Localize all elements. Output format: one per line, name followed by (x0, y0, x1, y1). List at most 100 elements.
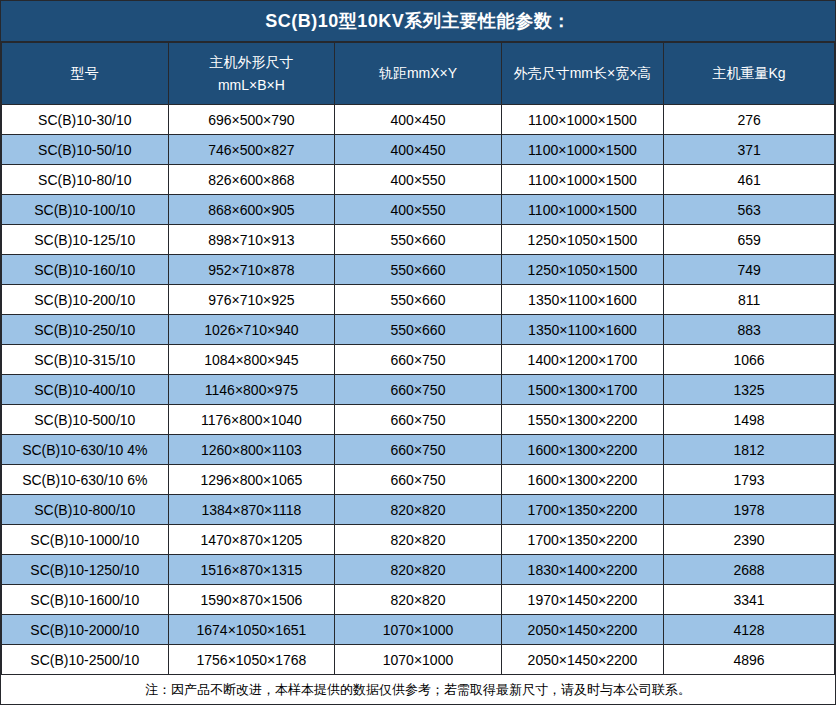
table-cell: 1250×1050×1500 (501, 225, 663, 255)
table-body: SC(B)10-30/10696×500×790400×4501100×1000… (2, 105, 835, 675)
table-row: SC(B)10-400/101146×800×975660×7501500×13… (2, 375, 835, 405)
table-cell: 2050×1450×2200 (501, 615, 663, 645)
table-cell: 3341 (664, 585, 835, 615)
table-cell: 820×820 (335, 525, 502, 555)
table-cell: 1674×1050×1651 (168, 615, 335, 645)
table-cell: 550×660 (335, 285, 502, 315)
table-cell: 696×500×790 (168, 105, 335, 135)
table-cell: 1793 (664, 465, 835, 495)
table-cell: 1700×1350×2200 (501, 525, 663, 555)
table-cell: 4896 (664, 645, 835, 675)
spec-sheet: SC(B)10型10KV系列主要性能参数： 型号 主机外形尺寸 mmL×B×H … (0, 0, 836, 705)
table-cell: 1812 (664, 435, 835, 465)
table-cell: 1250×1050×1500 (501, 255, 663, 285)
table-cell: SC(B)10-30/10 (2, 105, 169, 135)
table-cell: SC(B)10-2000/10 (2, 615, 169, 645)
column-header-rail-gauge: 轨距mmX×Y (335, 43, 502, 105)
table-cell: 1400×1200×1700 (501, 345, 663, 375)
table-row: SC(B)10-250/101026×710×940550×6601350×11… (2, 315, 835, 345)
table-cell: 1066 (664, 345, 835, 375)
table-cell: 1070×1000 (335, 615, 502, 645)
table-row: SC(B)10-50/10746×500×827400×4501100×1000… (2, 135, 835, 165)
table-cell: 659 (664, 225, 835, 255)
table-row: SC(B)10-1000/101470×870×1205820×8201700×… (2, 525, 835, 555)
table-row: SC(B)10-2000/101674×1050×16511070×100020… (2, 615, 835, 645)
table-cell: 826×600×868 (168, 165, 335, 195)
table-cell: 1498 (664, 405, 835, 435)
table-cell: 550×660 (335, 255, 502, 285)
table-cell: SC(B)10-160/10 (2, 255, 169, 285)
table-cell: 1146×800×975 (168, 375, 335, 405)
table-cell: SC(B)10-80/10 (2, 165, 169, 195)
table-row: SC(B)10-315/101084×800×945660×7501400×12… (2, 345, 835, 375)
table-cell: 1384×870×1118 (168, 495, 335, 525)
table-cell: 1100×1000×1500 (501, 135, 663, 165)
table-cell: 1100×1000×1500 (501, 165, 663, 195)
spec-table: 型号 主机外形尺寸 mmL×B×H 轨距mmX×Y 外壳尺寸mm长×宽×高 主机… (1, 42, 835, 675)
table-cell: SC(B)10-1250/10 (2, 555, 169, 585)
table-cell: SC(B)10-1000/10 (2, 525, 169, 555)
table-cell: 1260×800×1103 (168, 435, 335, 465)
table-cell: 1026×710×940 (168, 315, 335, 345)
table-row: SC(B)10-30/10696×500×790400×4501100×1000… (2, 105, 835, 135)
table-cell: 400×450 (335, 105, 502, 135)
table-cell: 883 (664, 315, 835, 345)
table-cell: 1100×1000×1500 (501, 195, 663, 225)
table-cell: 2050×1450×2200 (501, 645, 663, 675)
table-cell: 1500×1300×1700 (501, 375, 663, 405)
table-cell: SC(B)10-315/10 (2, 345, 169, 375)
column-header-shell-dimensions: 外壳尺寸mm长×宽×高 (501, 43, 663, 105)
table-row: SC(B)10-200/10976×710×925550×6601350×110… (2, 285, 835, 315)
table-row: SC(B)10-160/10952×710×878550×6601250×105… (2, 255, 835, 285)
table-row: SC(B)10-630/10 4%1260×800×1103660×750160… (2, 435, 835, 465)
column-header-weight: 主机重量Kg (664, 43, 835, 105)
table-row: SC(B)10-125/10898×710×913550×6601250×105… (2, 225, 835, 255)
table-cell: SC(B)10-2500/10 (2, 645, 169, 675)
table-row: SC(B)10-630/10 6%1296×800×1065660×750160… (2, 465, 835, 495)
table-cell: 749 (664, 255, 835, 285)
table-cell: 1084×800×945 (168, 345, 335, 375)
table-cell: SC(B)10-250/10 (2, 315, 169, 345)
table-cell: 1350×1100×1600 (501, 315, 663, 345)
table-cell: 400×550 (335, 195, 502, 225)
table-cell: 1325 (664, 375, 835, 405)
table-cell: 660×750 (335, 345, 502, 375)
table-cell: 746×500×827 (168, 135, 335, 165)
table-cell: 1470×870×1205 (168, 525, 335, 555)
table-cell: 4128 (664, 615, 835, 645)
page-title: SC(B)10型10KV系列主要性能参数： (1, 1, 835, 42)
column-header-body-dimensions: 主机外形尺寸 mmL×B×H (168, 43, 335, 105)
table-cell: 2688 (664, 555, 835, 585)
table-cell: SC(B)10-125/10 (2, 225, 169, 255)
table-cell: 1176×800×1040 (168, 405, 335, 435)
table-cell: 1830×1400×2200 (501, 555, 663, 585)
table-header-row: 型号 主机外形尺寸 mmL×B×H 轨距mmX×Y 外壳尺寸mm长×宽×高 主机… (2, 43, 835, 105)
table-cell: 550×660 (335, 315, 502, 345)
table-cell: 868×600×905 (168, 195, 335, 225)
table-cell: 1296×800×1065 (168, 465, 335, 495)
table-row: SC(B)10-2500/101756×1050×17681070×100020… (2, 645, 835, 675)
table-cell: 660×750 (335, 435, 502, 465)
table-row: SC(B)10-800/101384×870×1118820×8201700×1… (2, 495, 835, 525)
table-cell: SC(B)10-630/10 6% (2, 465, 169, 495)
table-cell: 660×750 (335, 465, 502, 495)
table-cell: 276 (664, 105, 835, 135)
table-cell: 461 (664, 165, 835, 195)
table-cell: 1756×1050×1768 (168, 645, 335, 675)
table-cell: 1600×1300×2200 (501, 465, 663, 495)
table-row: SC(B)10-80/10826×600×868400×5501100×1000… (2, 165, 835, 195)
table-row: SC(B)10-100/10868×600×905400×5501100×100… (2, 195, 835, 225)
table-cell: 976×710×925 (168, 285, 335, 315)
table-cell: 563 (664, 195, 835, 225)
table-cell: SC(B)10-200/10 (2, 285, 169, 315)
table-cell: SC(B)10-1600/10 (2, 585, 169, 615)
table-row: SC(B)10-1250/101516×870×1315820×8201830×… (2, 555, 835, 585)
table-cell: 820×820 (335, 585, 502, 615)
table-cell: 1600×1300×2200 (501, 435, 663, 465)
table-cell: 1070×1000 (335, 645, 502, 675)
table-cell: SC(B)10-630/10 4% (2, 435, 169, 465)
table-cell: 660×750 (335, 405, 502, 435)
table-cell: 660×750 (335, 375, 502, 405)
table-row: SC(B)10-500/101176×800×1040660×7501550×1… (2, 405, 835, 435)
table-cell: 952×710×878 (168, 255, 335, 285)
